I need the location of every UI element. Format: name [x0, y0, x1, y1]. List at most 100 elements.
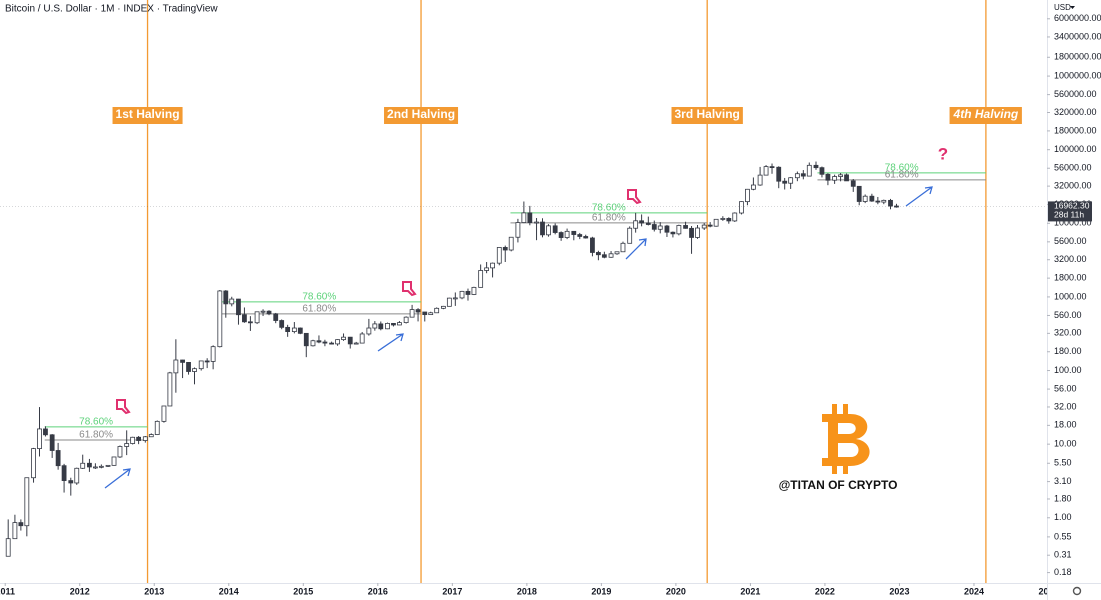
y-tick-label: 100.00 — [1054, 365, 1082, 375]
halving-label-text: 2nd Halving — [387, 107, 455, 121]
candle-body — [894, 205, 899, 208]
candle-body — [12, 522, 18, 540]
candle-body — [707, 224, 713, 227]
x-tick-label: 2022 — [815, 586, 835, 596]
candle-body — [862, 195, 868, 202]
halving-label: 4th Halving — [949, 107, 1022, 124]
x-tick-label: 2016 — [368, 586, 388, 596]
y-tick-label: 56000.00 — [1054, 163, 1092, 173]
y-tick-label: 10000.00 — [1054, 218, 1092, 228]
y-tick-label: 3400000.00 — [1054, 31, 1101, 41]
candle-body — [689, 227, 694, 238]
candle-body — [459, 290, 465, 299]
candle-body — [720, 218, 726, 220]
settings-icon[interactable] — [1072, 586, 1082, 596]
candle-body — [80, 462, 86, 469]
y-tick-label: 1000.00 — [1054, 291, 1087, 301]
candle-body — [254, 311, 260, 324]
candle-body — [210, 346, 216, 362]
candle-body — [98, 465, 104, 468]
candle-body — [484, 267, 490, 271]
candle-body — [564, 230, 570, 238]
candle-body — [639, 220, 645, 224]
candle-body — [750, 184, 756, 190]
candle-body — [192, 368, 197, 372]
candle-body — [546, 225, 551, 236]
halving-label-box — [384, 107, 459, 124]
x-tick-label: 2014 — [219, 586, 239, 596]
y-tick-label: 1.00 — [1054, 512, 1072, 522]
fib-level-label: 61.80% — [79, 430, 113, 441]
candle-body — [198, 360, 204, 370]
candle-body — [136, 436, 142, 441]
y-tick-label: 320.00 — [1054, 328, 1082, 338]
fib-level-label: 78.60% — [592, 202, 626, 213]
candle-body — [167, 372, 173, 407]
candle-body — [223, 290, 229, 305]
candle-body — [620, 242, 626, 253]
candle-body — [452, 297, 458, 300]
candle-body — [297, 327, 303, 334]
candle-body — [515, 222, 521, 238]
candle-body — [683, 225, 688, 229]
fib-level-label: 61.80% — [885, 170, 919, 181]
candle-body — [372, 323, 378, 329]
candle-body — [329, 342, 335, 345]
candle-body — [204, 360, 210, 363]
candle-body — [552, 225, 558, 233]
x-tick-label: 2024 — [964, 586, 984, 596]
candle-body — [763, 166, 769, 176]
candle-body — [403, 316, 409, 323]
chart-title: Bitcoin / U.S. Dollar · 1M · INDEX · Tra… — [5, 4, 218, 15]
halving-label: 3rd Halving — [671, 107, 743, 124]
candle-body — [645, 222, 651, 225]
candle-body — [627, 227, 633, 244]
last-price-box — [1048, 201, 1092, 222]
y-tick-label: 3.10 — [1054, 476, 1072, 486]
candle-body — [888, 199, 893, 207]
candle-body — [61, 465, 67, 481]
candle-body — [397, 322, 402, 326]
candle-body — [55, 450, 61, 467]
candle-body — [726, 218, 732, 222]
halving-label-text: 1st Halving — [116, 107, 180, 121]
x-tick-label: 2015 — [293, 586, 313, 596]
candle-body — [806, 164, 812, 177]
halving-label: 1st Halving — [112, 107, 183, 124]
y-tick-label: 0.31 — [1054, 550, 1072, 560]
candle-body — [422, 311, 428, 316]
candle-body — [247, 321, 253, 324]
candle-body — [409, 309, 415, 318]
halving-label-text: 3rd Halving — [675, 107, 740, 121]
candle-body — [142, 436, 148, 441]
currency-caret[interactable] — [1070, 6, 1075, 9]
candle-body — [590, 237, 595, 253]
candle-body — [502, 247, 508, 251]
y-tick-label: 56.00 — [1054, 383, 1077, 393]
candle-body — [173, 359, 179, 374]
candle-body — [148, 434, 154, 438]
candle-body — [105, 464, 111, 467]
candle-body — [869, 195, 875, 202]
fib-level-label: 78.60% — [302, 291, 336, 302]
x-tick-label: 2017 — [442, 586, 462, 596]
candle-body — [440, 305, 446, 309]
x-tick-label: 2025 — [1038, 586, 1058, 596]
candle-body — [154, 420, 160, 435]
candle-body — [347, 336, 353, 345]
candle-body — [37, 428, 42, 450]
candle-body — [819, 167, 825, 175]
candle-body — [739, 201, 744, 214]
candle-body — [385, 322, 390, 330]
candle-body — [875, 200, 881, 203]
candle-body — [229, 298, 235, 305]
candle-body — [378, 323, 384, 330]
candle-body — [471, 286, 477, 295]
candle-body — [577, 234, 583, 237]
candle-body — [359, 333, 365, 344]
trend-arrows — [104, 186, 933, 489]
currency-label[interactable]: USD — [1054, 3, 1071, 12]
x-tick-label: 2011 — [0, 586, 15, 596]
